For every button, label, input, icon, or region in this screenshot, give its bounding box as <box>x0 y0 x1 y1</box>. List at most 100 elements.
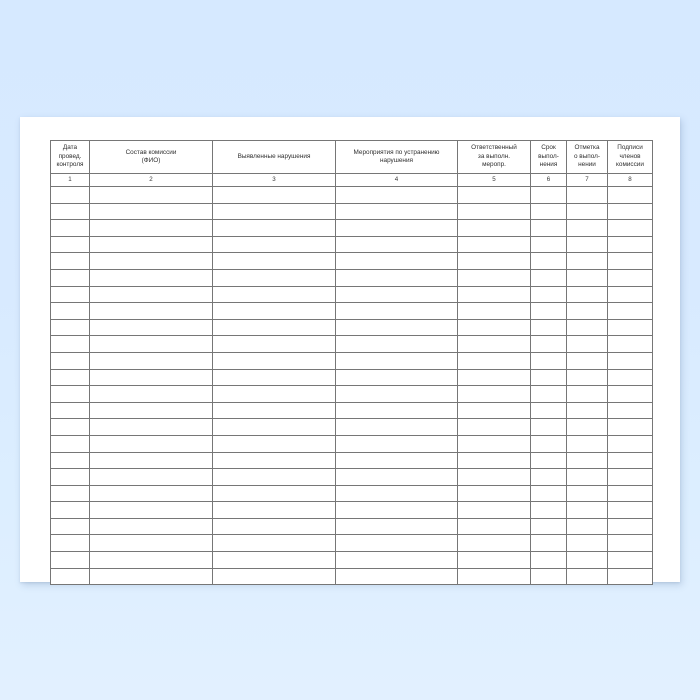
table-cell[interactable] <box>89 534 213 553</box>
table-cell[interactable] <box>607 534 653 553</box>
table-cell[interactable] <box>530 318 567 337</box>
table-row[interactable] <box>50 302 653 320</box>
table-cell[interactable] <box>212 484 336 503</box>
table-cell[interactable] <box>530 285 567 304</box>
table-cell[interactable] <box>50 351 90 370</box>
table-cell[interactable] <box>212 202 336 221</box>
table-cell[interactable] <box>89 235 213 254</box>
table-cell[interactable] <box>212 235 336 254</box>
table-row[interactable] <box>50 252 653 270</box>
table-cell[interactable] <box>50 484 90 503</box>
table-cell[interactable] <box>212 401 336 420</box>
table-row[interactable] <box>50 567 653 586</box>
table-cell[interactable] <box>457 252 531 270</box>
table-cell[interactable] <box>335 418 458 436</box>
table-cell[interactable] <box>607 484 653 503</box>
table-cell[interactable] <box>530 501 567 519</box>
table-cell[interactable] <box>335 451 458 470</box>
table-cell[interactable] <box>50 335 90 353</box>
table-cell[interactable] <box>607 418 653 436</box>
table-cell[interactable] <box>212 385 336 403</box>
table-cell[interactable] <box>530 335 567 353</box>
table-cell[interactable] <box>335 551 458 569</box>
table-cell[interactable] <box>530 202 567 221</box>
table-cell[interactable] <box>212 268 336 287</box>
table-cell[interactable] <box>89 418 213 436</box>
table-cell[interactable] <box>566 186 608 204</box>
table-cell[interactable] <box>335 351 458 370</box>
table-cell[interactable] <box>607 219 653 237</box>
table-cell[interactable] <box>530 385 567 403</box>
table-cell[interactable] <box>89 401 213 420</box>
table-cell[interactable] <box>566 368 608 387</box>
table-cell[interactable] <box>457 501 531 519</box>
table-cell[interactable] <box>89 385 213 403</box>
table-cell[interactable] <box>457 517 531 536</box>
table-cell[interactable] <box>50 385 90 403</box>
table-cell[interactable] <box>89 484 213 503</box>
table-cell[interactable] <box>50 235 90 254</box>
table-cell[interactable] <box>530 219 567 237</box>
table-cell[interactable] <box>89 351 213 370</box>
table-cell[interactable] <box>566 385 608 403</box>
table-cell[interactable] <box>50 468 90 486</box>
table-cell[interactable] <box>566 551 608 569</box>
table-cell[interactable] <box>530 468 567 486</box>
table-cell[interactable] <box>607 186 653 204</box>
table-cell[interactable] <box>566 434 608 453</box>
table-cell[interactable] <box>335 219 458 237</box>
table-cell[interactable] <box>457 202 531 221</box>
table-cell[interactable] <box>457 302 531 320</box>
table-cell[interactable] <box>566 219 608 237</box>
table-cell[interactable] <box>530 484 567 503</box>
table-cell[interactable] <box>457 219 531 237</box>
table-cell[interactable] <box>457 351 531 370</box>
table-cell[interactable] <box>457 551 531 569</box>
table-cell[interactable] <box>89 335 213 353</box>
table-cell[interactable] <box>50 517 90 536</box>
table-cell[interactable] <box>607 252 653 270</box>
table-cell[interactable] <box>212 534 336 553</box>
table-cell[interactable] <box>212 368 336 387</box>
table-cell[interactable] <box>607 434 653 453</box>
table-cell[interactable] <box>566 517 608 536</box>
table-cell[interactable] <box>607 235 653 254</box>
table-cell[interactable] <box>566 351 608 370</box>
table-row[interactable] <box>50 268 653 287</box>
table-row[interactable] <box>50 368 653 387</box>
table-cell[interactable] <box>50 302 90 320</box>
table-cell[interactable] <box>566 302 608 320</box>
table-cell[interactable] <box>335 517 458 536</box>
table-cell[interactable] <box>335 186 458 204</box>
table-cell[interactable] <box>89 501 213 519</box>
table-cell[interactable] <box>50 186 90 204</box>
table-cell[interactable] <box>50 401 90 420</box>
table-cell[interactable] <box>335 501 458 519</box>
table-cell[interactable] <box>50 451 90 470</box>
table-cell[interactable] <box>530 268 567 287</box>
table-cell[interactable] <box>566 285 608 304</box>
table-row[interactable] <box>50 318 653 337</box>
table-cell[interactable] <box>335 468 458 486</box>
table-cell[interactable] <box>50 551 90 569</box>
table-cell[interactable] <box>335 302 458 320</box>
table-cell[interactable] <box>89 252 213 270</box>
table-cell[interactable] <box>335 202 458 221</box>
table-row[interactable] <box>50 401 653 420</box>
table-row[interactable] <box>50 517 653 536</box>
table-cell[interactable] <box>50 252 90 270</box>
table-cell[interactable] <box>566 318 608 337</box>
table-cell[interactable] <box>607 385 653 403</box>
table-cell[interactable] <box>457 268 531 287</box>
table-cell[interactable] <box>50 418 90 436</box>
table-cell[interactable] <box>530 401 567 420</box>
table-cell[interactable] <box>457 484 531 503</box>
table-cell[interactable] <box>212 335 336 353</box>
table-row[interactable] <box>50 434 653 453</box>
table-cell[interactable] <box>50 567 90 586</box>
table-row[interactable] <box>50 235 653 254</box>
table-cell[interactable] <box>335 434 458 453</box>
table-row[interactable] <box>50 335 653 353</box>
table-cell[interactable] <box>89 517 213 536</box>
table-cell[interactable] <box>457 285 531 304</box>
